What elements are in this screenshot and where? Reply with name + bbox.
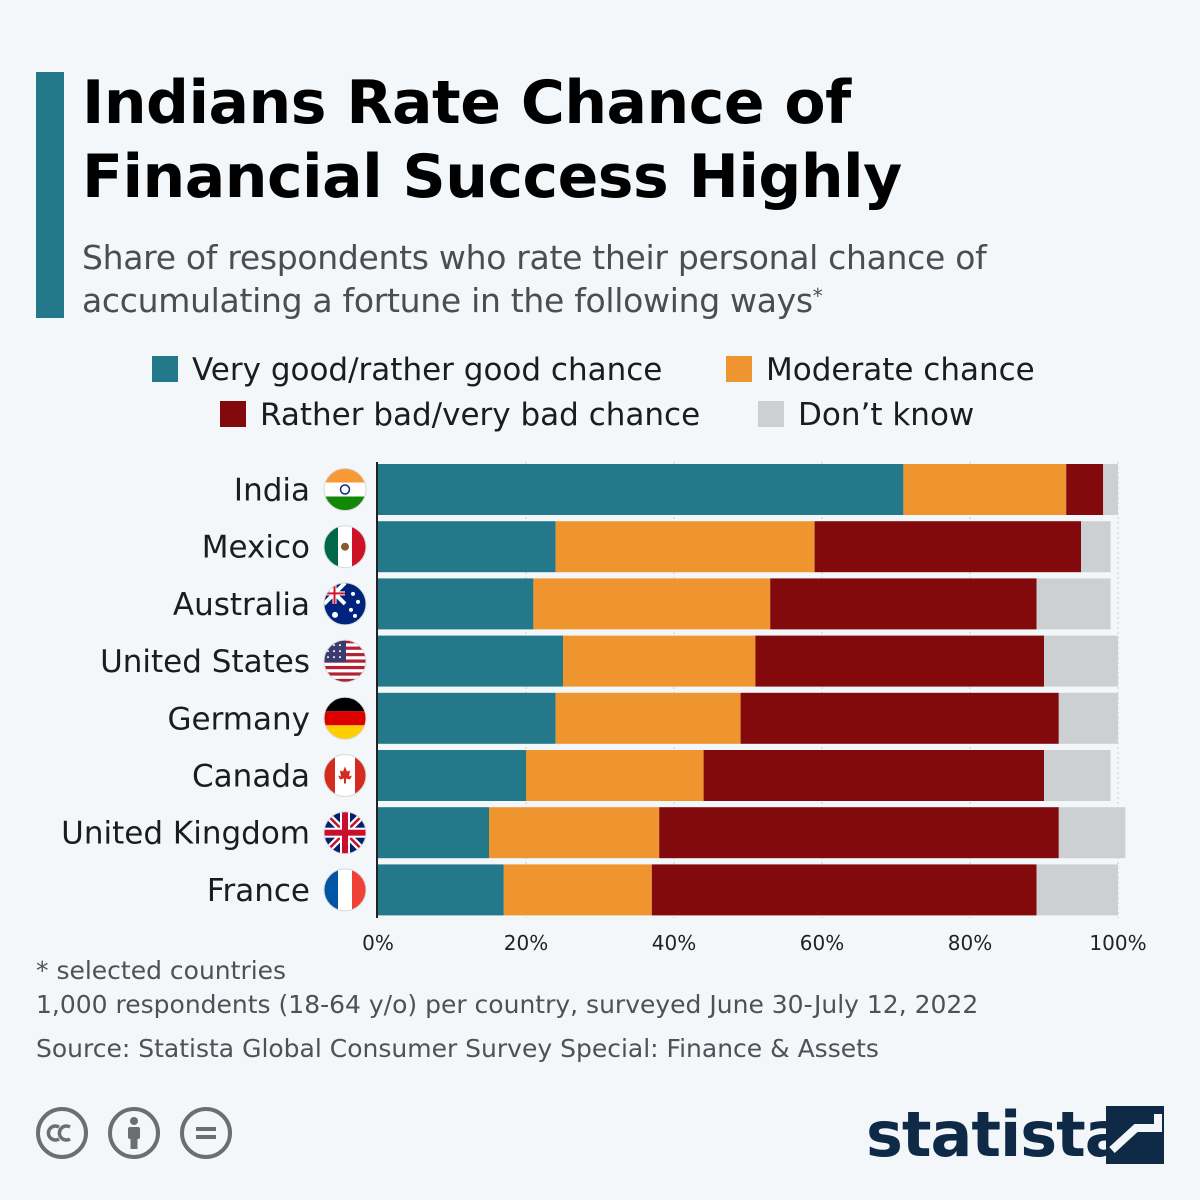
bar-mexico-rather-bad-very-bad-chance [814, 521, 1081, 573]
statista-wordmark: statista [866, 1098, 1127, 1171]
bar-canada-moderate-chance [526, 750, 704, 801]
united-states-flag-icon [323, 639, 367, 683]
bar-india-rather-bad-very-bad-chance [1066, 464, 1104, 515]
statista-mark-icon [1106, 1106, 1164, 1164]
bar-australia-don-t-know [1036, 578, 1111, 630]
bar-united-states-moderate-chance [563, 635, 756, 687]
chart-subtitle: Share of respondents who rate their pers… [82, 236, 1162, 322]
bar-india-don-t-know [1103, 464, 1118, 515]
bar-united-kingdom-very-good-rather-good-chance [378, 807, 489, 859]
bar-france-don-t-know [1036, 864, 1118, 916]
legend-swatch-dont-know [758, 400, 784, 427]
cc-icon[interactable] [36, 1107, 88, 1159]
bar-mexico-moderate-chance [555, 521, 815, 573]
bar-france-moderate-chance [503, 864, 652, 916]
x-axis-ticks: 0% 20% 40% 60% 80% 100% [362, 931, 1146, 955]
legend-swatch-very-good [152, 355, 178, 382]
bar-united-kingdom-rather-bad-very-bad-chance [659, 807, 1059, 859]
x-tick-label: 80% [948, 931, 992, 955]
footnote-source: Source: Statista Global Consumer Survey … [36, 1034, 879, 1063]
bar-australia-very-good-rather-good-chance [378, 578, 534, 630]
bar-canada-don-t-know [1044, 750, 1111, 801]
legend-item-very-good: Very good/rather good chance [152, 350, 662, 390]
legend-label-rather-bad: Rather bad/very bad chance [260, 397, 701, 433]
bar-united-states-don-t-know [1044, 635, 1118, 687]
category-label-mexico: Mexico [202, 530, 310, 566]
legend-label-dont-know: Don’t know [798, 397, 975, 433]
bars [378, 464, 1126, 916]
category-label-india: India [234, 473, 310, 509]
india-flag-icon [323, 468, 367, 511]
australia-flag-icon [323, 582, 367, 626]
legend-swatch-moderate [726, 355, 752, 382]
x-tick-label: 40% [652, 931, 696, 955]
category-label-canada: Canada [192, 759, 310, 795]
bar-united-states-rather-bad-very-bad-chance [755, 635, 1044, 687]
bar-india-very-good-rather-good-chance [378, 464, 904, 515]
flag-icons [323, 468, 367, 912]
category-labels: India Mexico Australia United States Germany… [61, 473, 310, 909]
x-tick-label: 0% [362, 931, 394, 955]
legend-swatch-rather-bad [220, 400, 246, 427]
footnote-sample: 1,000 respondents (18-64 y/o) per countr… [36, 990, 979, 1019]
no-derivatives-icon[interactable] [180, 1107, 232, 1159]
united-kingdom-flag-icon [323, 811, 367, 855]
x-tick-label: 60% [800, 931, 844, 955]
category-label-australia: Australia [173, 587, 310, 623]
bar-germany-very-good-rather-good-chance [378, 692, 556, 744]
category-label-germany: Germany [168, 701, 310, 737]
canada-flag-icon [323, 754, 367, 797]
france-flag-icon [323, 868, 367, 912]
footnote-selected-countries: * selected countries [36, 956, 287, 985]
chart-title: Indians Rate Chance of Financial Success… [82, 68, 902, 212]
x-tick-label: 20% [504, 931, 548, 955]
bar-united-kingdom-moderate-chance [489, 807, 660, 859]
germany-flag-icon [323, 696, 367, 740]
bar-france-rather-bad-very-bad-chance [651, 864, 1037, 916]
category-label-france: France [207, 873, 310, 909]
bar-france-very-good-rather-good-chance [378, 864, 504, 916]
bar-canada-very-good-rather-good-chance [378, 750, 526, 801]
category-label-united-states: United States [100, 644, 310, 680]
bar-germany-don-t-know [1058, 692, 1118, 744]
legend-item-dont-know: Don’t know [758, 395, 974, 435]
x-tick-label: 100% [1089, 931, 1146, 955]
title-accent-bar [36, 72, 64, 318]
attribution-icon[interactable] [108, 1107, 160, 1159]
bar-germany-moderate-chance [555, 692, 741, 744]
bar-mexico-very-good-rather-good-chance [378, 521, 556, 573]
mexico-flag-icon [323, 525, 367, 569]
bar-canada-rather-bad-very-bad-chance [703, 750, 1044, 801]
bar-india-moderate-chance [903, 464, 1067, 515]
subtitle-footnote-mark: * [812, 284, 823, 308]
legend-label-moderate: Moderate chance [766, 352, 1035, 388]
bar-australia-rather-bad-very-bad-chance [770, 578, 1037, 630]
subtitle-text: Share of respondents who rate their pers… [82, 238, 987, 320]
bar-australia-moderate-chance [533, 578, 771, 630]
category-label-united-kingdom: United Kingdom [61, 816, 310, 852]
bar-united-states-very-good-rather-good-chance [378, 635, 563, 687]
legend-label-very-good: Very good/rather good chance [192, 352, 663, 388]
bar-mexico-don-t-know [1081, 521, 1111, 573]
bar-united-kingdom-don-t-know [1058, 807, 1126, 859]
bar-germany-rather-bad-very-bad-chance [740, 692, 1059, 744]
legend-item-rather-bad: Rather bad/very bad chance [220, 395, 700, 435]
legend-item-moderate: Moderate chance [726, 350, 1035, 390]
